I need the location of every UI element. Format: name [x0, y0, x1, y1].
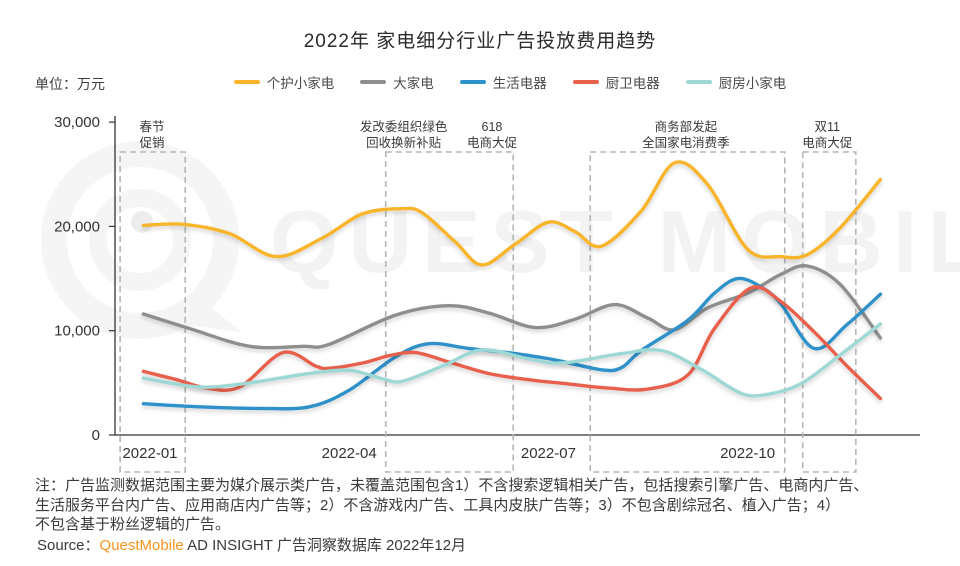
- series-line-个护小家电: [141, 160, 883, 267]
- footnote-line-1: 注：广告监测数据范围主要为媒介展示类广告，未覆盖范围包含1）不含搜索逻辑相关广告…: [35, 477, 869, 494]
- event-annotation-line1: 春节: [139, 120, 164, 134]
- legend-swatch-icon: [360, 80, 387, 84]
- event-annotation-line2: 全国家电消费季: [642, 135, 730, 150]
- legend-item-small-kitchen: 厨房小家电: [685, 72, 787, 92]
- legend-item-personal-care: 个护小家电: [233, 72, 335, 92]
- event-annotation-line2: 电商大促: [467, 135, 518, 150]
- legend-swatch-icon: [233, 80, 260, 84]
- source-line: Source：QuestMobile AD INSIGHT 广告洞察数据库 20…: [37, 534, 466, 555]
- y-tick-label: 10,000: [54, 323, 100, 340]
- x-tick-label: 2022-04: [322, 445, 377, 462]
- legend-item-life-appliance: 生活电器: [459, 72, 547, 92]
- legend-label: 厨卫电器: [605, 76, 660, 91]
- event-dashed-box: [384, 151, 515, 473]
- legend-item-kitchen-bath: 厨卫电器: [572, 72, 660, 92]
- series-line-厨卫电器: [141, 285, 883, 401]
- legend-swatch-icon: [572, 80, 599, 84]
- unit-label: 单位：万元: [35, 76, 105, 92]
- watermark-logo-tail: [178, 296, 242, 332]
- y-tick-label: 30,000: [54, 114, 100, 131]
- x-tick-label: 2022-01: [122, 445, 177, 462]
- event-annotation-line1: 发改委组织绿色: [360, 119, 448, 134]
- legend-item-major-appliance: 大家电: [360, 72, 434, 92]
- source-suffix: AD INSIGHT 广告洞察数据库 2022年12月: [183, 537, 467, 554]
- y-tick-label: 0: [92, 427, 100, 444]
- legend-label: 个护小家电: [266, 76, 335, 91]
- legend-label: 大家电: [393, 76, 434, 91]
- event-dashed-box: [801, 151, 857, 473]
- event-annotation-line2: 电商大促: [802, 135, 853, 150]
- watermark-logo-outer-ring: [41, 141, 239, 339]
- watermark-logo-inner-ring: [89, 189, 191, 291]
- legend-swatch-icon: [459, 80, 486, 84]
- y-tick-label: 20,000: [54, 218, 100, 235]
- series-line-大家电: [141, 263, 883, 350]
- x-tick-label: 2022-07: [521, 445, 576, 462]
- event-annotation-line2: 回收换新补贴: [366, 135, 441, 150]
- legend-label: 生活电器: [492, 76, 547, 91]
- event-annotation-line2: 促销: [139, 136, 164, 150]
- event-annotation-line1: 双11: [815, 120, 841, 134]
- series-line-生活电器: [141, 276, 883, 411]
- watermark-logo-dot: [131, 211, 153, 233]
- source-brand: QuestMobile: [99, 537, 184, 554]
- source-prefix: Source：: [37, 537, 100, 554]
- event-dashed-box: [119, 151, 186, 473]
- legend-label: 厨房小家电: [718, 76, 787, 91]
- footnote: 注：广告监测数据范围主要为媒介展示类广告，未覆盖范围包含1）不含搜索逻辑相关广告…: [35, 476, 940, 535]
- chart-legend: 个护小家电 大家电 生活电器 厨卫电器 厨房小家电: [120, 72, 900, 92]
- series-line-厨房小家电: [141, 322, 883, 398]
- event-annotation-line1: 618: [482, 120, 503, 134]
- legend-swatch-icon: [685, 80, 712, 84]
- x-tick-label: 2022-10: [720, 445, 775, 462]
- event-annotation-line1: 商务部发起: [655, 119, 718, 134]
- chart-title: 2022年 家电细分行业广告投放费用趋势: [303, 31, 657, 52]
- footnote-line-2: 生活服务平台内广告、应用商店内广告等；2）不含游戏内广告、工具内皮肤广告等；3）…: [35, 496, 841, 514]
- footnote-line-3: 不包含基于粉丝逻辑的广告。: [35, 516, 231, 533]
